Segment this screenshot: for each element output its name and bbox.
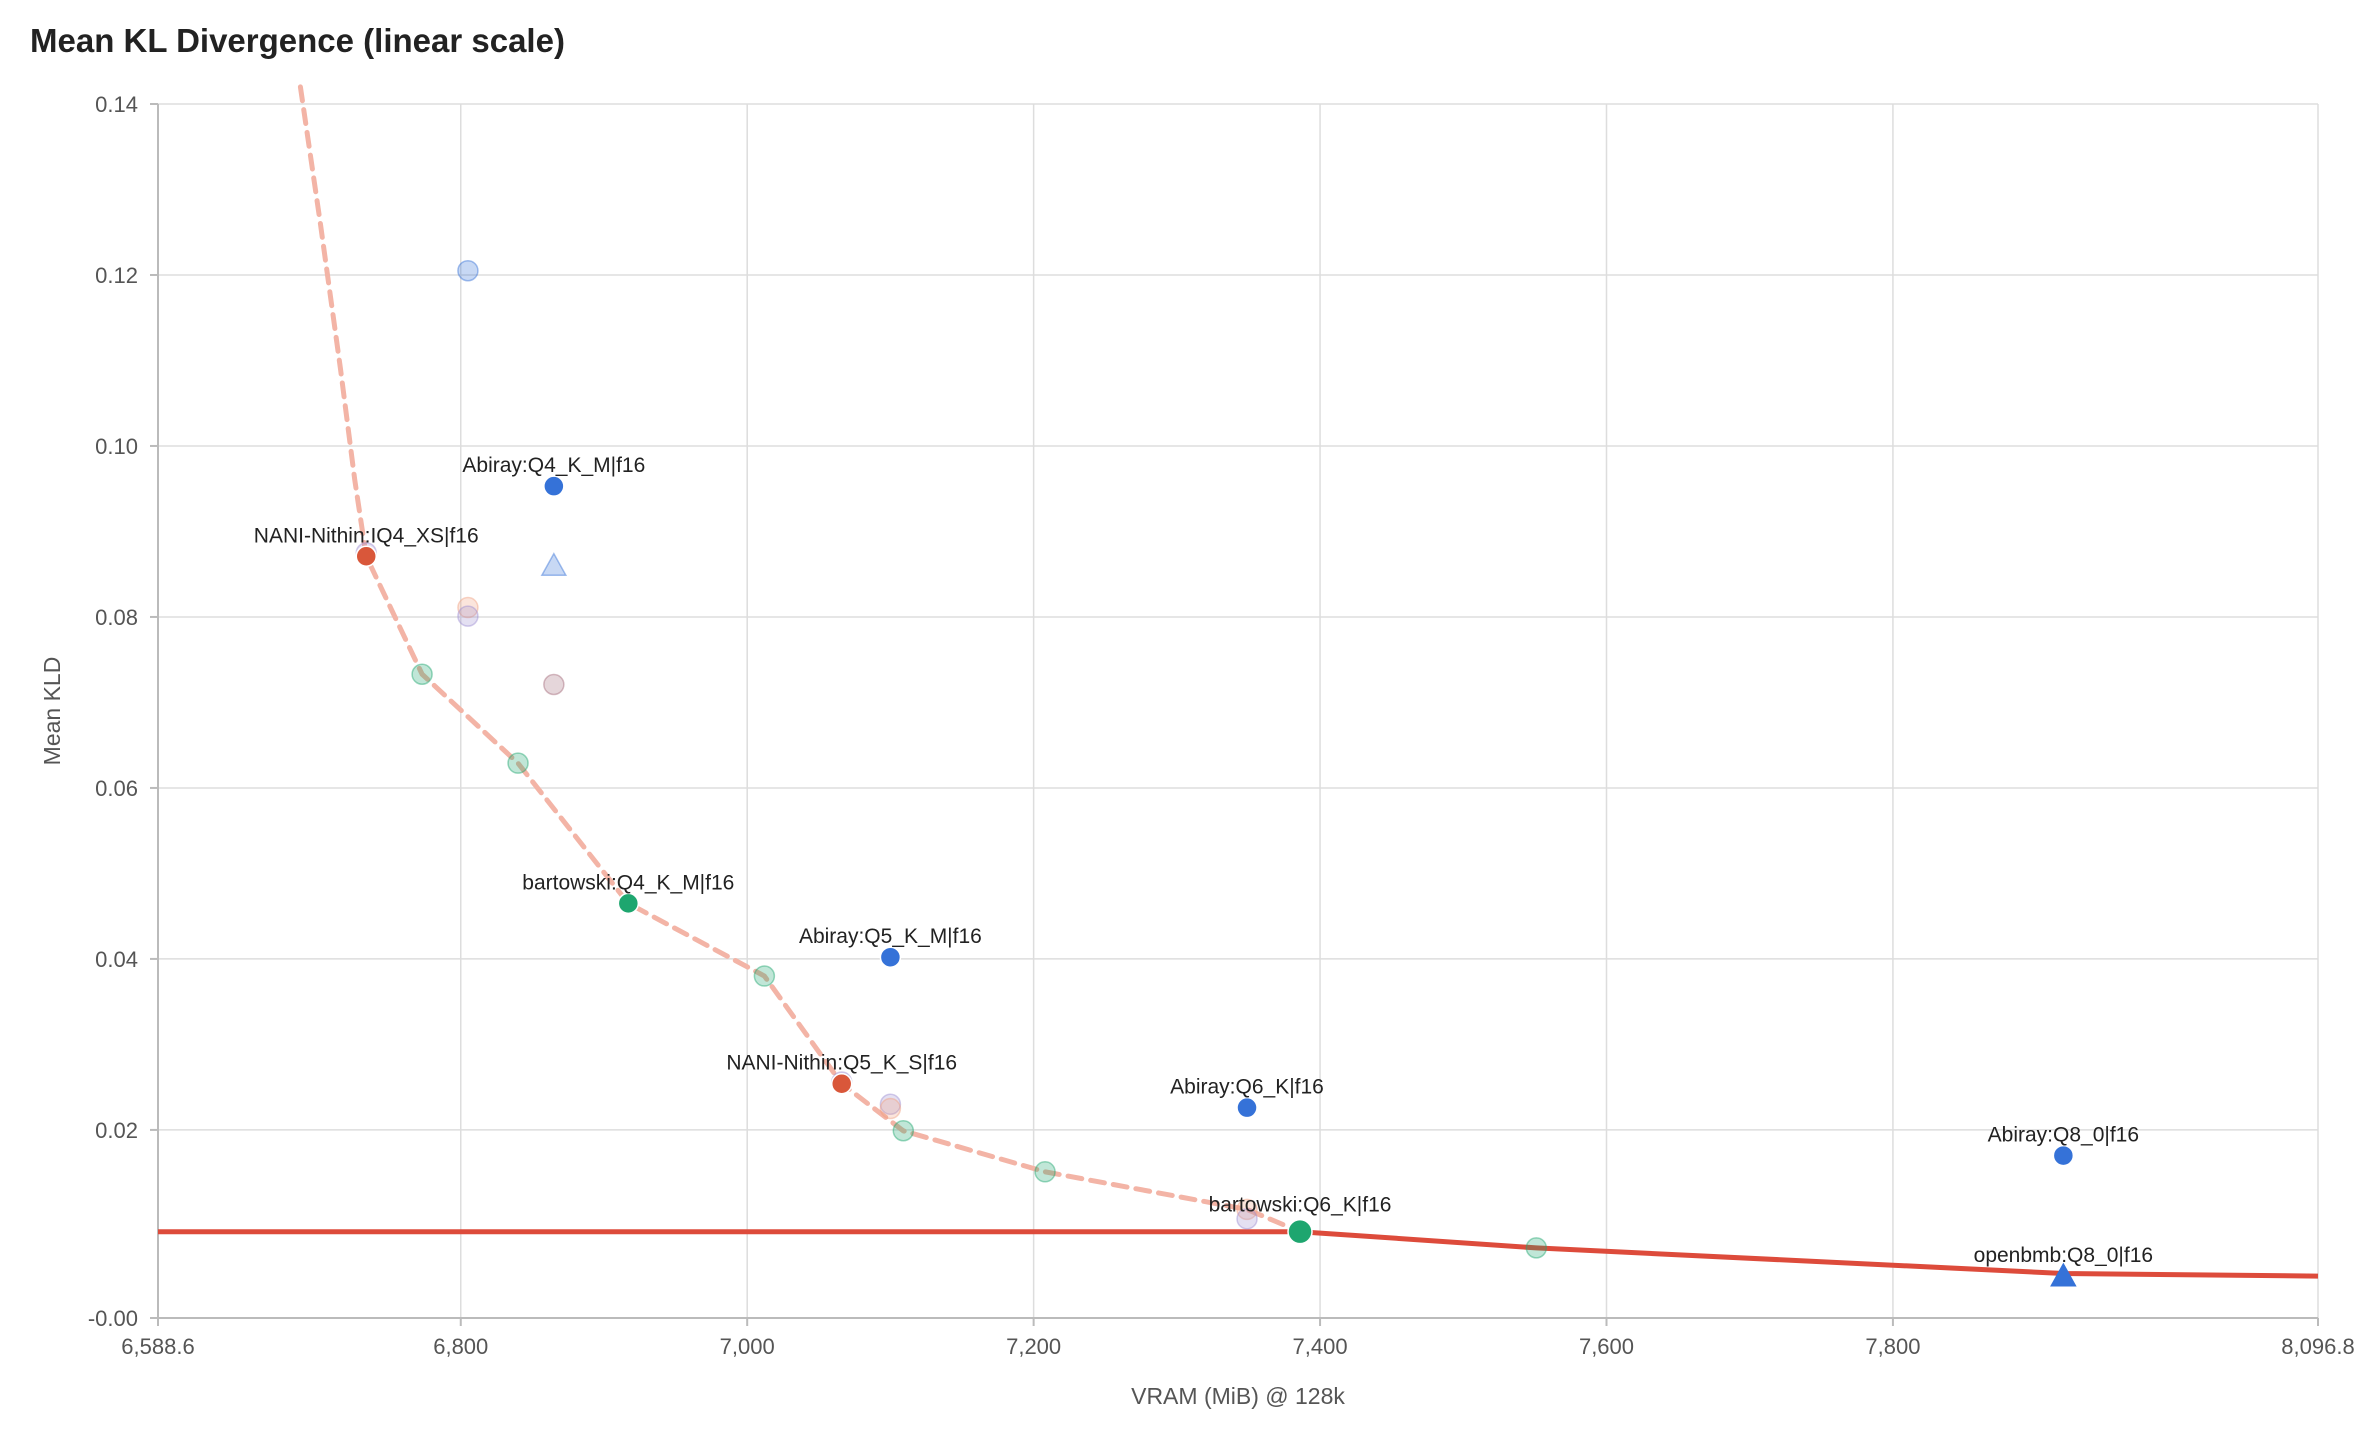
faded-data-point xyxy=(507,752,529,774)
faded-data-point xyxy=(457,596,479,619)
y-tick-labels: -0.00 0.02 0.04 0.06 0.08 0.10 0.12 0.14 xyxy=(88,92,158,1331)
point-label: NANI-Nithin:IQ4_XS|f16 xyxy=(254,524,479,547)
y-tick-label: 0.02 xyxy=(95,1118,138,1143)
x-tick-label: 6,800 xyxy=(433,1334,488,1359)
y-tick-label: 0.14 xyxy=(95,92,138,117)
faded-data-point xyxy=(543,673,565,696)
faded-data-point xyxy=(411,663,433,685)
x-tick-labels: 6,588.6 6,800 7,000 7,200 7,400 7,600 7,800 8,0… xyxy=(121,1318,2355,1359)
axes xyxy=(157,104,2318,1319)
x-tick-label: 7,000 xyxy=(720,1334,775,1359)
point-label: Abiray:Q5_K_M|f16 xyxy=(799,925,982,948)
frontier-dashed-line xyxy=(297,84,1303,1235)
y-tick-label: 0.06 xyxy=(95,776,138,801)
y-axis-title: Mean KLD xyxy=(39,657,65,766)
faded-data-point xyxy=(1236,1198,1258,1221)
data-point xyxy=(2050,1262,2077,1287)
point-label: Abiray:Q6_K|f16 xyxy=(1170,1076,1324,1099)
faded-data-point xyxy=(892,1120,915,1142)
faded-points xyxy=(355,259,1548,1259)
faded-data-point xyxy=(1236,1208,1258,1230)
point-label: NANI-Nithin:Q5_K_S|f16 xyxy=(726,1052,957,1075)
frontier-solid-line xyxy=(158,1229,2319,1279)
chart-title: Mean KL Divergence (linear scale) xyxy=(30,22,565,59)
x-tick-label: 6,588.6 xyxy=(121,1334,194,1359)
faded-data-point xyxy=(540,552,568,577)
data-point xyxy=(879,946,902,968)
point-label: Abiray:Q4_K_M|f16 xyxy=(462,454,645,477)
point-label: bartowski:Q4_K_M|f16 xyxy=(522,871,734,894)
y-tick-label: 0.10 xyxy=(95,434,138,459)
y-tick-label: -0.00 xyxy=(88,1306,138,1331)
data-point xyxy=(1287,1218,1313,1245)
faded-data-point xyxy=(753,965,776,987)
faded-data-point xyxy=(1525,1237,1548,1259)
point-label: bartowski:Q6_K|f16 xyxy=(1209,1194,1392,1217)
faded-data-point xyxy=(879,1097,902,1120)
data-point xyxy=(830,1072,853,1095)
x-tick-label: 8,096.8 xyxy=(2281,1334,2354,1359)
y-tick-label: 0.04 xyxy=(95,947,138,972)
highlighted-points xyxy=(355,475,2077,1287)
faded-data-point xyxy=(457,259,479,282)
data-point xyxy=(1236,1096,1258,1119)
faded-data-point xyxy=(457,605,479,627)
data-point xyxy=(355,545,377,568)
data-point xyxy=(543,475,565,497)
faded-data-point xyxy=(1034,1161,1056,1183)
data-point xyxy=(617,892,640,915)
y-tick-label: 0.12 xyxy=(95,263,138,288)
y-tick-label: 0.08 xyxy=(95,605,138,630)
x-tick-label: 7,400 xyxy=(1293,1334,1348,1359)
point-labels: Abiray:Q4_K_M|f16 NANI-Nithin:IQ4_XS|f16b… xyxy=(254,454,2153,1267)
x-tick-label: 7,200 xyxy=(1006,1334,1061,1359)
x-tick-label: 7,800 xyxy=(1865,1334,1920,1359)
faded-data-point xyxy=(879,1093,902,1116)
point-label: Abiray:Q8_0|f16 xyxy=(1988,1124,2139,1147)
point-label: openbmb:Q8_0|f16 xyxy=(1974,1244,2153,1267)
x-axis-title: VRAM (MiB) @ 128k xyxy=(1131,1383,1345,1409)
pareto-frontier xyxy=(158,84,2319,1279)
x-tick-label: 7,600 xyxy=(1579,1334,1634,1359)
data-point xyxy=(2052,1144,2075,1167)
